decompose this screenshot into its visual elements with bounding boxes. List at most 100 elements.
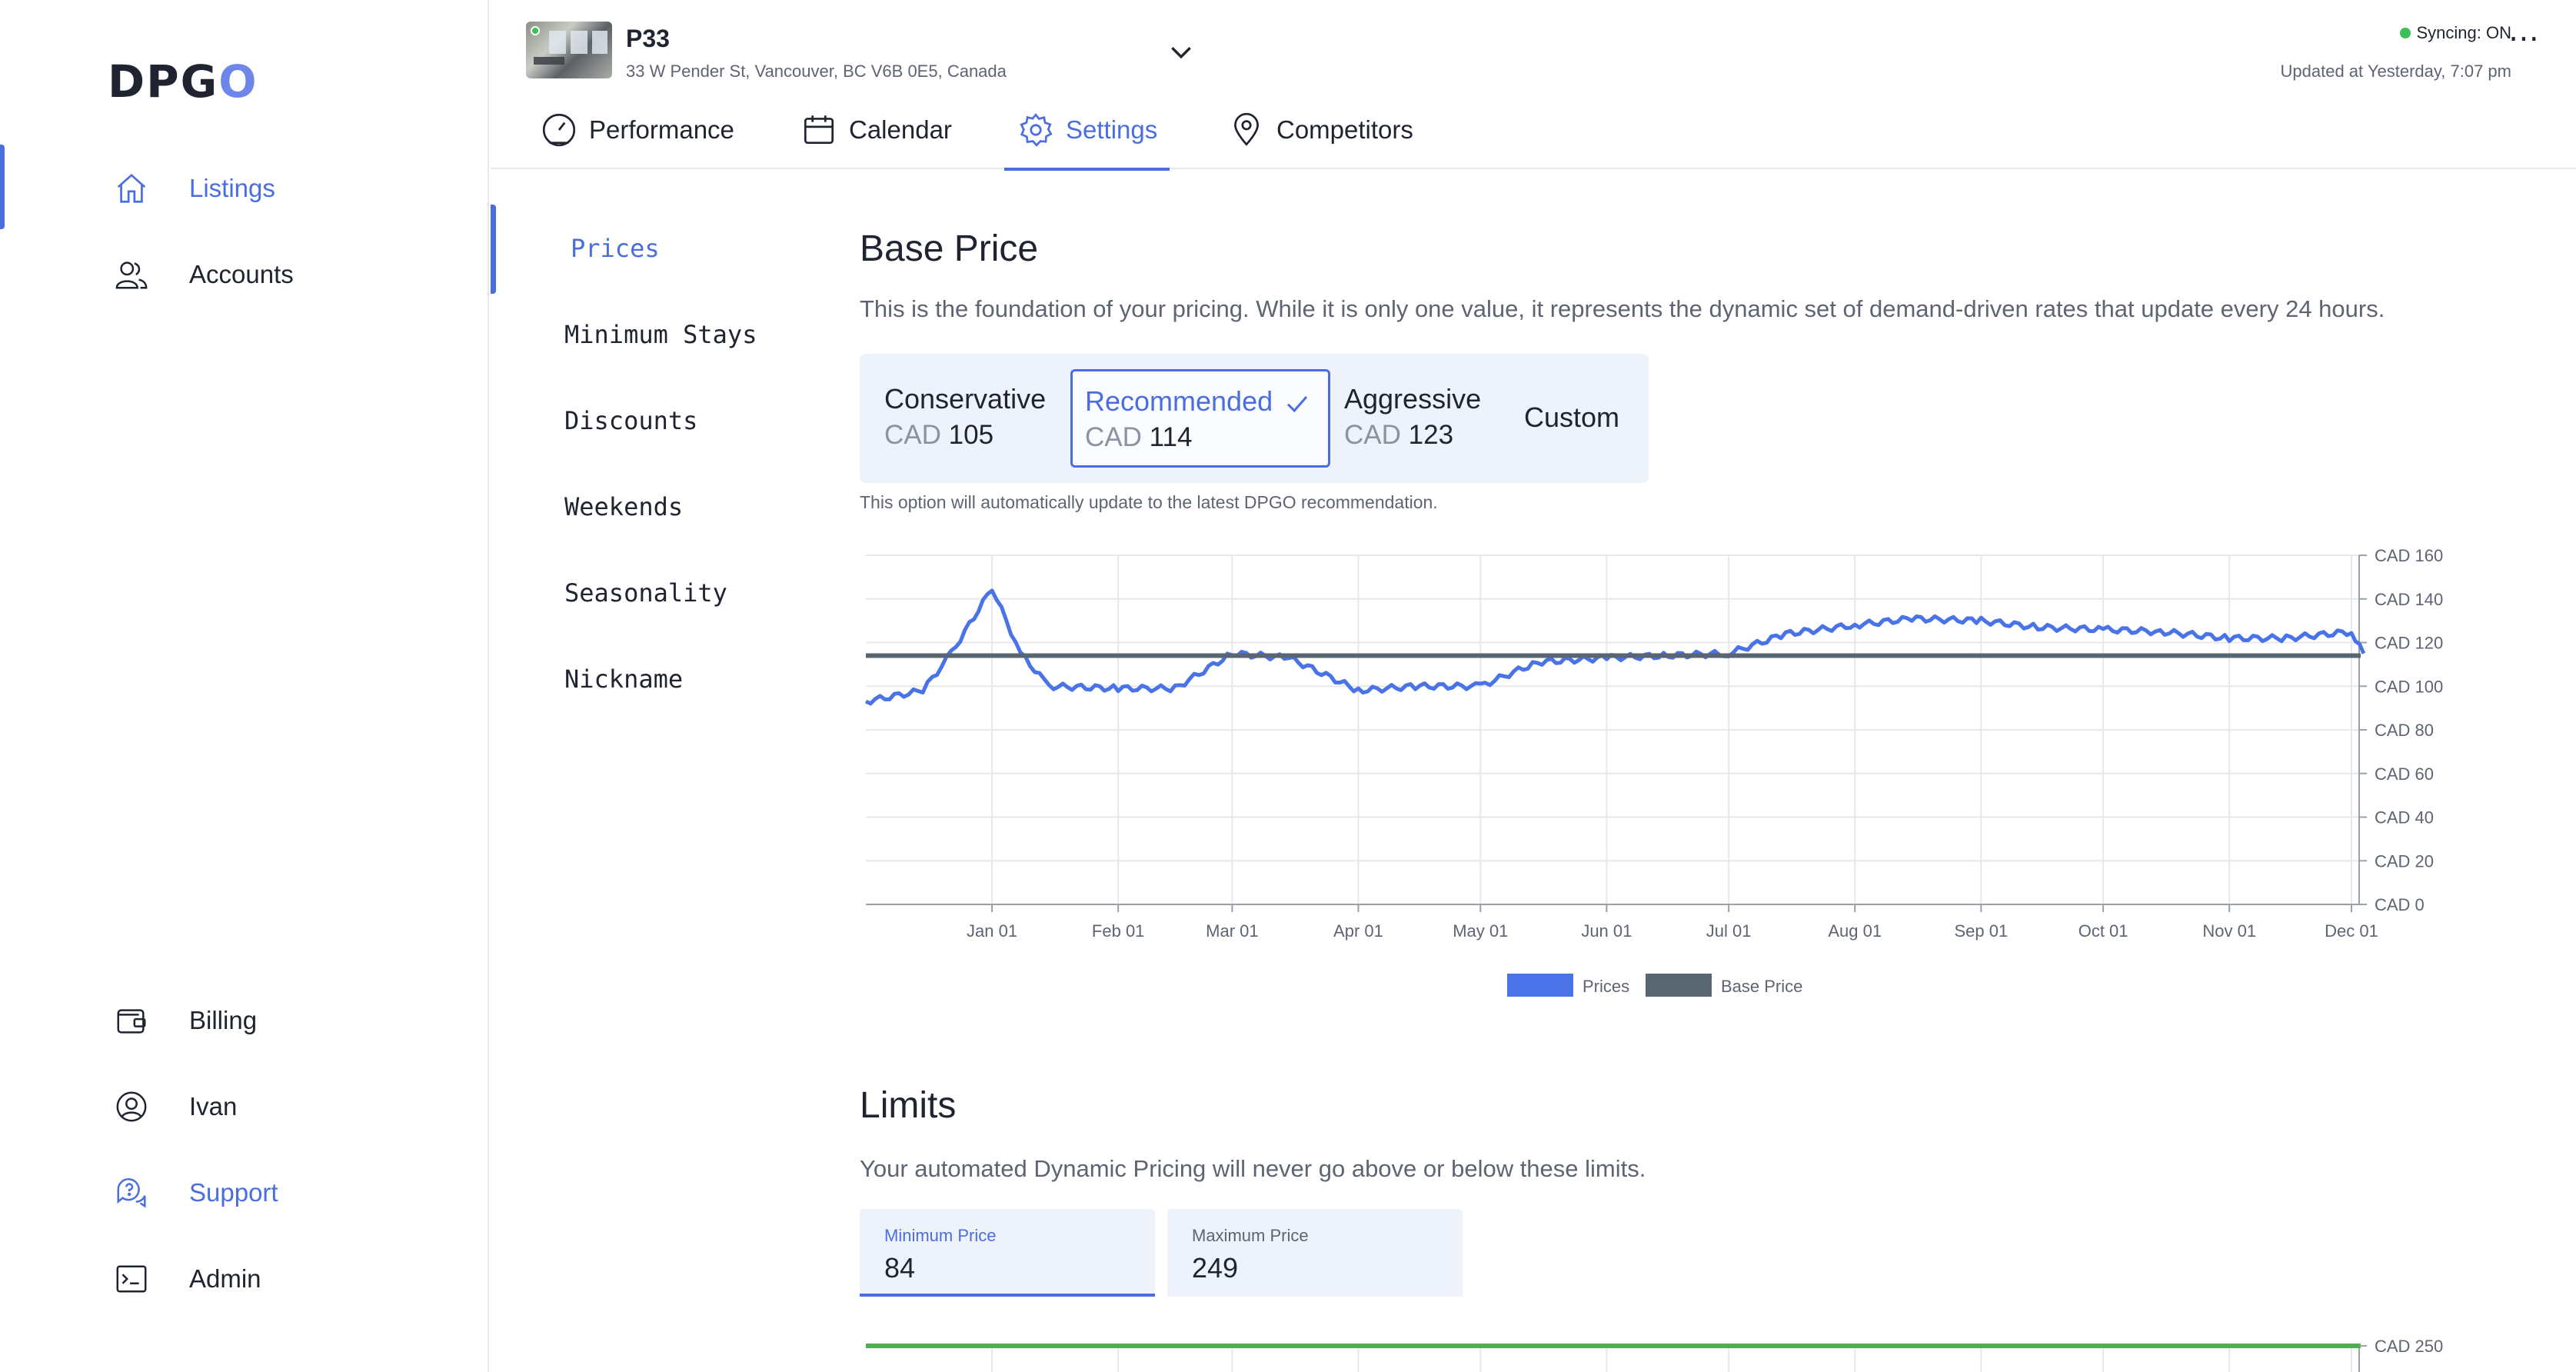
chart-x-tick-label: Aug 01 (1828, 921, 1882, 941)
sidebar-item-listings[interactable]: Listings (0, 157, 488, 218)
chart-x-tick-label: Sep 01 (1954, 921, 2008, 941)
listing-name: P33 (626, 25, 670, 52)
location-pin-icon (1227, 111, 1266, 149)
settings-nav-seasonality[interactable]: Seasonality (564, 578, 727, 608)
chart-x-tick-label: Oct 01 (2078, 921, 2128, 941)
chart-y-tick-label: CAD 0 (2375, 895, 2425, 914)
chart-y-tick-label: CAD 80 (2375, 721, 2434, 740)
terminal-icon (114, 1261, 149, 1297)
tab-label: Calendar (849, 115, 952, 144)
sidebar: DPGO Listings Accounts Billing Ivan Supp… (0, 0, 489, 1372)
strategy-conservative[interactable]: Conservative CAD 105 (872, 369, 1080, 468)
strategy-name: Aggressive (1344, 383, 1482, 415)
limits-description: Your automated Dynamic Pricing will neve… (860, 1155, 1646, 1182)
sync-status-dot (2399, 28, 2411, 38)
gear-icon (1017, 111, 1055, 149)
listing-address: 33 W Pender St, Vancouver, BC V6B 0E5, C… (626, 62, 1007, 81)
support-chat-icon (114, 1175, 149, 1210)
chart-y-tick-label: CAD 140 (2375, 590, 2443, 609)
sync-status: Syncing: ON (2399, 23, 2512, 43)
limits-y-tick-label: CAD 250 (2375, 1337, 2443, 1356)
strategy-price: CAD 105 (884, 420, 994, 450)
maximum-price-field[interactable]: Maximum Price 249 (1167, 1209, 1463, 1297)
chart-x-tick-label: Feb 01 (1092, 921, 1145, 941)
user-circle-icon (114, 1089, 149, 1124)
sidebar-item-profile[interactable]: Ivan (0, 1075, 488, 1137)
base-price-description: This is the foundation of your pricing. … (860, 295, 2385, 322)
minimum-price-value: 84 (884, 1252, 916, 1284)
limits-title: Limits (860, 1085, 957, 1126)
chart-y-tick-label: CAD 100 (2375, 677, 2443, 696)
chart-y-tick-label: CAD 120 (2375, 634, 2443, 653)
strategy-recommended[interactable]: Recommended CAD 114 (1070, 369, 1330, 468)
chart-x-tick-label: Dec 01 (2325, 921, 2378, 941)
sidebar-item-label: Support (189, 1178, 278, 1207)
legend-swatch-prices (1507, 974, 1573, 997)
strategy-name: Custom (1524, 401, 1620, 433)
sidebar-item-billing[interactable]: Billing (0, 989, 488, 1051)
tab-label: Competitors (1276, 115, 1413, 144)
tab-performance[interactable]: Performance (540, 113, 734, 169)
sidebar-item-support[interactable]: Support (0, 1161, 488, 1223)
chart-y-tick-label: CAD 160 (2375, 546, 2443, 565)
legend-swatch-base-price (1646, 974, 1712, 997)
strategy-price: CAD 123 (1344, 420, 1454, 450)
home-icon (114, 171, 149, 206)
chart-x-tick-label: Jun 01 (1581, 921, 1632, 941)
chart-y-tick-label: CAD 40 (2375, 808, 2434, 828)
tab-label: Settings (1066, 115, 1158, 144)
strategy-custom[interactable]: Custom (1512, 369, 1636, 468)
tab-label: Performance (589, 115, 734, 144)
chart-x-tick-label: Mar 01 (1206, 921, 1258, 941)
wallet-icon (114, 1003, 149, 1038)
listing-header: P33 33 W Pender St, Vancouver, BC V6B 0E… (491, 0, 2576, 171)
updated-at: Updated at Yesterday, 7:07 pm (2280, 62, 2511, 81)
minimum-price-label: Minimum Price (884, 1226, 997, 1245)
sidebar-item-label: Listings (189, 174, 275, 202)
strategy-name: Recommended (1085, 385, 1273, 417)
tab-calendar[interactable]: Calendar (800, 115, 952, 169)
users-icon (114, 257, 149, 292)
strategy-name: Conservative (884, 383, 1047, 415)
base-price-title: Base Price (860, 228, 1039, 269)
strategy-aggressive[interactable]: Aggressive CAD 123 (1332, 369, 1509, 468)
settings-nav-discounts[interactable]: Discounts (564, 406, 698, 435)
settings-nav-nickname[interactable]: Nickname (564, 664, 684, 694)
maximum-price-label: Maximum Price (1192, 1226, 1309, 1245)
strategy-note: This option will automatically update to… (860, 492, 1438, 512)
listing-active-dot (531, 26, 540, 35)
sync-status-text: Syncing: ON (2416, 23, 2512, 42)
settings-nav-prices[interactable]: Prices (571, 234, 660, 263)
app-logo[interactable]: DPGO (108, 55, 258, 108)
settings-nav-minimum-stays[interactable]: Minimum Stays (564, 320, 757, 349)
more-options-icon[interactable]: ⋯ (2508, 22, 2540, 55)
base-price-strategy-group: Conservative CAD 105 Recommended CAD 114… (860, 354, 1649, 483)
sidebar-item-label: Billing (189, 1006, 258, 1034)
base-price-chart: CAD 160 CAD 140 CAD 120 CAD 100 CAD 80 CAD 60… (864, 546, 2443, 997)
chart-x-tick-label: Apr 01 (1333, 921, 1383, 941)
sidebar-item-label: Accounts (189, 260, 294, 288)
chart-y-tick-label: CAD 60 (2375, 764, 2434, 784)
chart-y-tick-label: CAD 20 (2375, 851, 2434, 871)
tab-competitors[interactable]: Competitors (1227, 112, 1413, 169)
tab-settings[interactable]: Settings (1003, 113, 1170, 171)
sidebar-item-accounts[interactable]: Accounts (0, 243, 488, 305)
maximum-price-value: 249 (1192, 1252, 1239, 1284)
minimum-price-field[interactable]: Minimum Price 84 (860, 1209, 1155, 1297)
checkmark-icon (1283, 390, 1311, 418)
sidebar-item-label: Admin (189, 1264, 261, 1293)
settings-nav-weekends[interactable]: Weekends (564, 492, 684, 521)
sidebar-item-admin[interactable]: Admin (0, 1247, 488, 1309)
listing-thumbnail[interactable] (526, 22, 612, 78)
legend-label-prices: Prices (1583, 977, 1629, 996)
calendar-icon (800, 111, 838, 149)
limits-chart: CAD 250 (866, 1337, 2443, 1372)
chart-x-tick-label: May 01 (1453, 921, 1508, 941)
speedometer-icon (540, 111, 578, 149)
settings-nav-active-indicator (491, 205, 496, 294)
chart-x-tick-label: Nov 01 (2202, 921, 2256, 941)
chevron-down-icon[interactable] (1166, 37, 1196, 68)
strategy-price: CAD 114 (1085, 422, 1193, 452)
chart-x-tick-label: Jul 01 (1706, 921, 1752, 941)
legend-label-base-price: Base Price (1721, 977, 1802, 996)
